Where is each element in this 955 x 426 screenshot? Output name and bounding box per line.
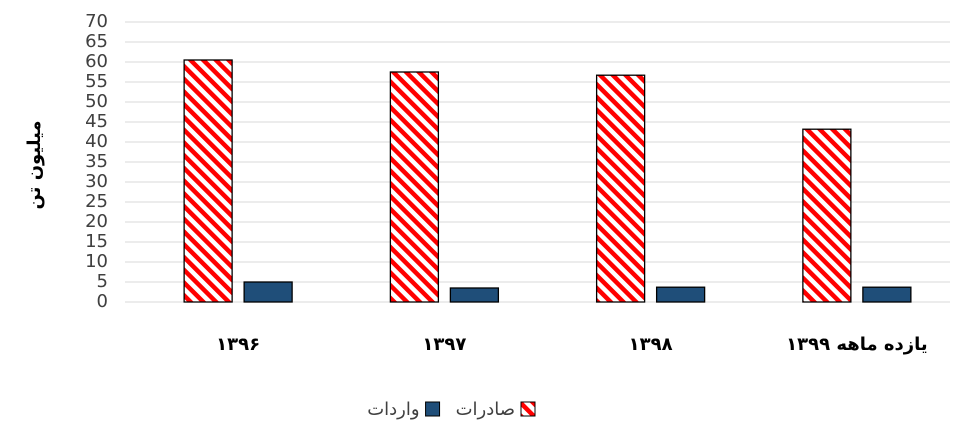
y-tick-label: 10 [85, 251, 108, 272]
x-tick-label: ۱۳۹۷ [422, 334, 466, 355]
bar [595, 74, 646, 303]
x-tick-label: ۱۳۹۶ [216, 334, 260, 355]
y-tick-label: 0 [97, 291, 108, 312]
y-tick-label: 15 [85, 231, 108, 252]
y-tick-label: 65 [85, 31, 108, 52]
y-tick-label: 20 [85, 211, 108, 232]
y-tick-label: 60 [85, 51, 108, 72]
bar [802, 128, 852, 303]
y-tick-label: 45 [85, 111, 108, 132]
y-tick-label: 55 [85, 71, 108, 92]
bar [183, 59, 233, 303]
legend-swatch [425, 401, 441, 417]
y-tick-label: 30 [85, 171, 108, 192]
legend-label: صادرات [456, 399, 515, 420]
x-tick-label: ۱۳۹۸ [629, 334, 673, 355]
y-axis-label: میلیون تن [24, 120, 45, 209]
y-tick-label: 35 [85, 151, 108, 172]
y-tick-label: 25 [85, 191, 108, 212]
y-tick-label: 5 [97, 271, 108, 292]
bar [449, 287, 500, 303]
bar [655, 286, 706, 303]
bar [862, 286, 912, 303]
legend-label: واردات [367, 399, 419, 420]
y-tick-label: 50 [85, 91, 108, 112]
x-tick-label: یازده ماهه ۱۳۹۹ [786, 334, 928, 355]
y-tick-label: 70 [85, 11, 108, 32]
legend-swatch [520, 401, 536, 417]
bar [389, 71, 440, 303]
y-tick-label: 40 [85, 131, 108, 152]
bar [243, 281, 293, 303]
